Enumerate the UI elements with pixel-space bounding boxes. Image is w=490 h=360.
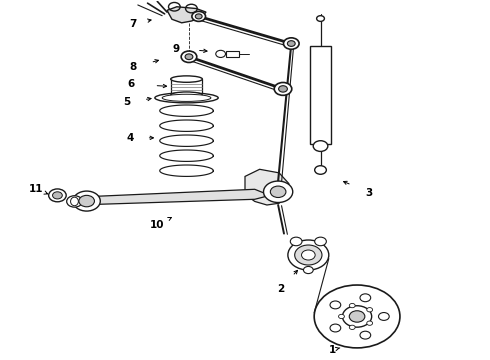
Circle shape <box>274 82 292 95</box>
Circle shape <box>301 250 315 260</box>
Circle shape <box>317 16 324 21</box>
Circle shape <box>288 240 329 270</box>
Circle shape <box>79 195 95 207</box>
Text: 10: 10 <box>150 220 165 230</box>
Ellipse shape <box>155 93 218 103</box>
Circle shape <box>330 324 341 332</box>
Text: 7: 7 <box>129 18 137 28</box>
Polygon shape <box>245 169 289 205</box>
Circle shape <box>270 186 286 198</box>
Text: 4: 4 <box>127 133 134 143</box>
Circle shape <box>181 51 197 63</box>
Text: 8: 8 <box>129 63 137 72</box>
Circle shape <box>315 237 326 246</box>
Circle shape <box>264 181 293 203</box>
Circle shape <box>349 303 355 308</box>
Circle shape <box>367 321 372 325</box>
Text: 9: 9 <box>172 44 179 54</box>
Circle shape <box>49 189 66 202</box>
Circle shape <box>378 312 389 320</box>
Text: 1: 1 <box>329 345 336 355</box>
Circle shape <box>314 285 400 348</box>
Circle shape <box>303 266 313 274</box>
Text: 6: 6 <box>127 79 134 89</box>
Ellipse shape <box>171 92 202 98</box>
Circle shape <box>294 245 322 265</box>
Circle shape <box>196 14 202 19</box>
Circle shape <box>185 54 193 60</box>
Circle shape <box>284 38 299 49</box>
Circle shape <box>367 307 372 312</box>
Bar <box>225 51 239 57</box>
Circle shape <box>279 86 288 92</box>
Text: 5: 5 <box>123 98 131 108</box>
Bar <box>310 46 331 144</box>
Text: 2: 2 <box>277 284 284 294</box>
Circle shape <box>339 314 344 319</box>
Circle shape <box>349 311 365 322</box>
Circle shape <box>315 166 326 174</box>
Circle shape <box>313 141 328 152</box>
Circle shape <box>52 192 62 199</box>
Circle shape <box>360 331 371 339</box>
Circle shape <box>290 237 302 246</box>
Circle shape <box>330 301 341 309</box>
Circle shape <box>73 191 100 211</box>
Circle shape <box>192 12 205 21</box>
Circle shape <box>343 306 372 327</box>
Polygon shape <box>167 7 206 23</box>
Circle shape <box>349 325 355 329</box>
Ellipse shape <box>162 94 211 102</box>
Polygon shape <box>77 189 265 205</box>
Circle shape <box>288 41 295 46</box>
Circle shape <box>360 294 371 302</box>
Circle shape <box>216 50 225 58</box>
Circle shape <box>67 196 82 207</box>
Text: 11: 11 <box>29 184 44 194</box>
Text: 3: 3 <box>366 188 373 198</box>
Ellipse shape <box>171 76 202 82</box>
